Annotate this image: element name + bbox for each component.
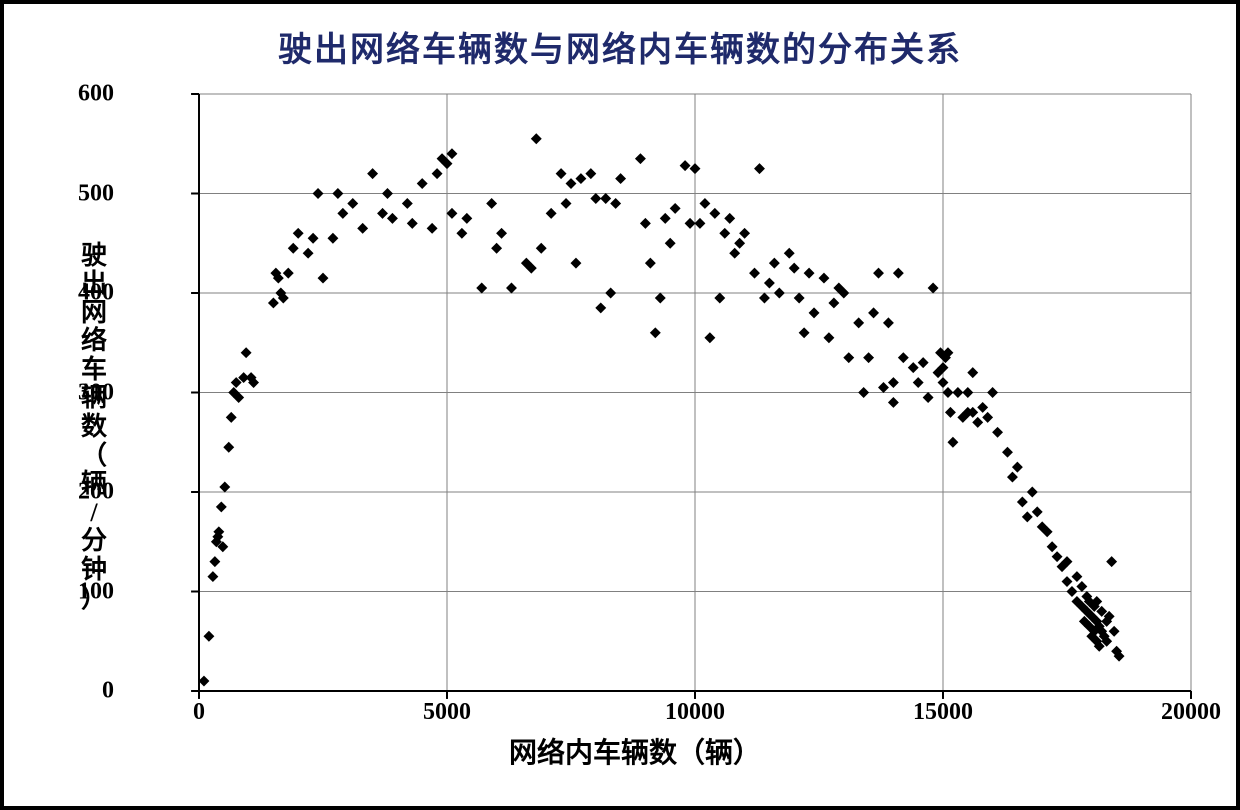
x-tick-label: 15000	[913, 699, 973, 726]
y-tick-label: 600	[54, 81, 114, 108]
y-tick-label: 100	[54, 578, 114, 605]
x-tick-labels: 05000100001500020000	[139, 699, 1191, 729]
y-tick-label: 200	[54, 479, 114, 506]
y-tick-label: 0	[54, 678, 114, 705]
x-tick-label: 20000	[1161, 699, 1221, 726]
chart-frame: 驶出网络车辆数与网络内车辆数的分布关系 驶出网络车辆数（辆/分钟） 010020…	[0, 0, 1240, 810]
x-axis-title: 网络内车辆数（辆）	[79, 731, 1191, 771]
x-tick-label: 0	[193, 699, 205, 726]
scatter-plot	[199, 94, 1191, 691]
plot-wrap: 0100200300400500600 05000100001500020000	[139, 94, 1191, 691]
y-tick-labels: 0100200300400500600	[124, 94, 194, 691]
y-tick-label: 300	[54, 379, 114, 406]
chart-title: 驶出网络车辆数与网络内车辆数的分布关系	[4, 4, 1236, 81]
y-tick-label: 500	[54, 180, 114, 207]
y-tick-label: 400	[54, 280, 114, 307]
x-tick-label: 5000	[423, 699, 471, 726]
x-tick-label: 10000	[665, 699, 725, 726]
chart-shell: 驶出网络车辆数（辆/分钟） 0100200300400500600 050001…	[79, 84, 1191, 771]
